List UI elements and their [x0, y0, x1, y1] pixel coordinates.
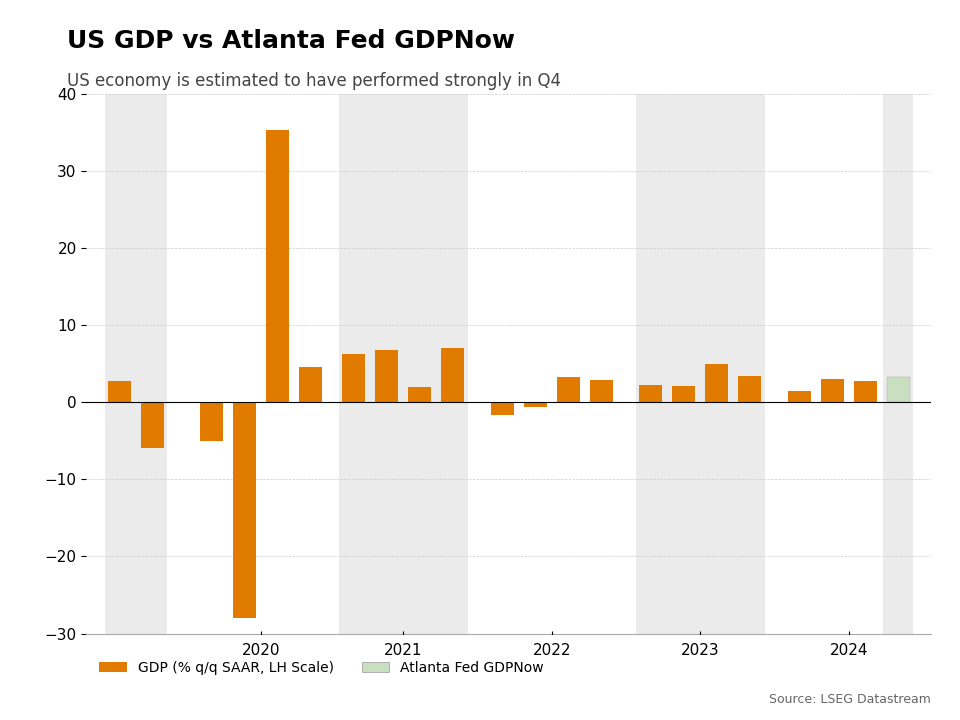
Bar	[342, 354, 365, 402]
Text: 2024: 2024	[829, 643, 868, 658]
Bar	[141, 402, 164, 449]
Bar	[233, 402, 256, 618]
Bar	[821, 379, 844, 402]
Bar	[557, 377, 580, 402]
Text: 2020: 2020	[242, 643, 280, 658]
Bar	[883, 94, 913, 634]
Text: Source: LSEG Datastream: Source: LSEG Datastream	[769, 693, 931, 706]
Bar	[375, 351, 398, 402]
Text: 2023: 2023	[681, 643, 719, 658]
Text: 2021: 2021	[384, 643, 422, 658]
Bar	[589, 380, 612, 402]
Bar	[491, 402, 514, 415]
Bar	[706, 364, 729, 402]
Bar	[853, 381, 876, 402]
Text: 2022: 2022	[533, 643, 571, 658]
Text: US GDP vs Atlanta Fed GDPNow: US GDP vs Atlanta Fed GDPNow	[67, 29, 516, 53]
Bar	[105, 94, 167, 634]
Bar	[787, 392, 811, 402]
Bar	[408, 387, 431, 402]
Bar	[300, 367, 323, 402]
Bar	[108, 382, 131, 402]
Bar	[672, 386, 695, 402]
Bar	[636, 94, 764, 634]
Bar	[201, 402, 224, 441]
Bar	[639, 385, 662, 402]
Bar	[339, 94, 468, 634]
Bar	[442, 348, 465, 402]
Text: US economy is estimated to have performed strongly in Q4: US economy is estimated to have performe…	[67, 72, 562, 90]
Bar	[523, 402, 547, 407]
Legend: GDP (% q/q SAAR, LH Scale), Atlanta Fed GDPNow: GDP (% q/q SAAR, LH Scale), Atlanta Fed …	[93, 655, 550, 680]
Bar	[887, 377, 910, 402]
Bar	[266, 130, 289, 402]
Bar	[738, 376, 761, 402]
